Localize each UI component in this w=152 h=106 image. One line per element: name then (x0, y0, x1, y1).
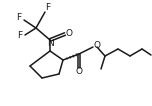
Text: F: F (17, 31, 22, 40)
Text: F: F (45, 3, 51, 13)
Text: F: F (16, 13, 22, 22)
Text: O: O (66, 29, 73, 38)
Text: N: N (48, 39, 54, 48)
Text: O: O (93, 42, 100, 50)
Text: O: O (76, 68, 83, 77)
